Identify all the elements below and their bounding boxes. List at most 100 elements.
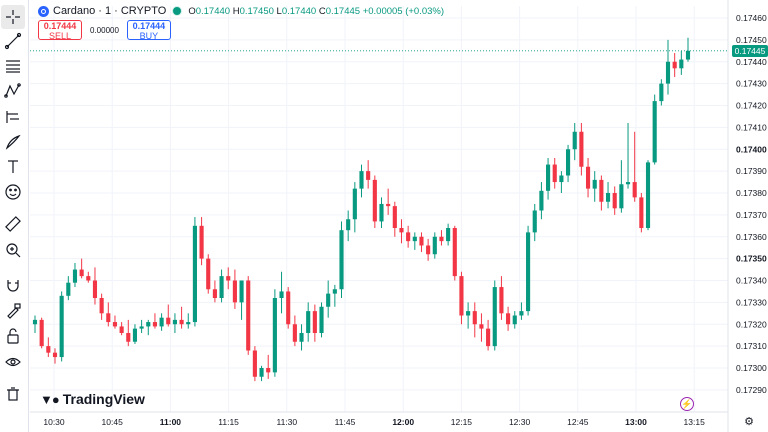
candle: [512, 311, 517, 329]
candle: [665, 39, 671, 95]
candle: [572, 123, 577, 161]
candle: [319, 302, 324, 338]
candle: [159, 313, 164, 331]
candle-body: [565, 149, 571, 176]
candle: [212, 280, 217, 303]
fib-icon[interactable]: [2, 55, 24, 77]
candle: [559, 171, 564, 193]
price-tick-label: 0.17420: [736, 101, 767, 111]
candle-body: [139, 326, 144, 329]
price-tick-label: 0.17460: [736, 13, 767, 23]
zoom-icon[interactable]: [2, 239, 24, 261]
time-tick-label: 10:30: [43, 417, 65, 427]
chart-grid: [30, 6, 728, 412]
candle: [312, 304, 317, 342]
emoji-icon[interactable]: [2, 181, 24, 203]
candle: [119, 322, 124, 336]
time-axis[interactable]: 10:30 10:45 11:00 11:15 11:30 11:45 12:00 12:15…: [30, 411, 728, 427]
settings-gear-icon[interactable]: ⚙: [744, 416, 754, 428]
candle-body: [79, 269, 84, 277]
candle: [506, 306, 511, 331]
price-tick-label: 0.17290: [736, 385, 767, 395]
forecast-icon[interactable]: [2, 106, 24, 128]
candle-body: [512, 315, 517, 325]
ruler-icon[interactable]: [2, 213, 24, 235]
candle-body: [266, 368, 271, 373]
brush-icon[interactable]: [2, 131, 24, 153]
candle: [386, 188, 391, 215]
candle: [532, 203, 537, 242]
time-tick-label: 12:45: [567, 417, 589, 427]
symbol-name[interactable]: Cardano · 1 · CRYPTO: [53, 5, 167, 17]
candle-body: [466, 311, 471, 316]
candle-body: [685, 50, 691, 60]
magnet-icon[interactable]: [2, 274, 24, 296]
candle-body: [219, 276, 224, 298]
candle: [86, 271, 91, 283]
crosshair-icon[interactable]: [1, 5, 25, 29]
candle-body: [66, 282, 71, 296]
candle-body: [346, 219, 351, 231]
tradingview-logo[interactable]: ▼● TradingView: [40, 391, 145, 407]
time-tick-label: 12:15: [451, 417, 473, 427]
candle: [466, 302, 471, 329]
candle: [452, 225, 457, 281]
symbol-header: Cardano · 1 · CRYPTO O0.17440 H0.17450 L…: [38, 4, 444, 18]
drawing-toolbar: [0, 0, 29, 432]
candle-body: [152, 322, 158, 327]
time-tick-label: 12:00: [392, 417, 414, 427]
lightning-icon[interactable]: ⚡: [680, 397, 694, 411]
pattern-icon[interactable]: [2, 80, 24, 102]
candle: [246, 276, 251, 355]
candle: [519, 302, 524, 320]
price-tick-label: 0.17310: [736, 341, 767, 351]
price-tick-label: 0.17300: [736, 363, 767, 373]
candle-body: [412, 236, 417, 242]
candle-body: [239, 280, 244, 303]
candle-body: [72, 269, 78, 283]
cardano-icon: [38, 5, 49, 17]
candle: [645, 160, 651, 231]
market-status-icon[interactable]: [172, 6, 183, 16]
lock-icon[interactable]: [2, 325, 24, 347]
candle: [39, 317, 44, 349]
candle-body: [672, 61, 677, 69]
candle: [546, 158, 551, 200]
candle: [66, 276, 71, 301]
candle: [625, 123, 631, 189]
candle-body: [192, 225, 197, 323]
candle: [579, 123, 584, 176]
candle-body: [339, 230, 344, 290]
price-axis[interactable]: 0.17460 0.17450 0.17440 0.17430 0.17420 0.174…: [727, 0, 767, 432]
price-tick-label: 0.17320: [736, 319, 767, 329]
candle: [346, 210, 351, 242]
candle-body: [52, 352, 58, 358]
candle: [299, 324, 304, 351]
sell-button[interactable]: 0.17444 SELL: [38, 20, 82, 40]
candle: [565, 144, 571, 183]
candle-body: [246, 280, 251, 351]
candle: [659, 79, 664, 106]
trash-icon[interactable]: [2, 383, 24, 405]
trend-line-icon[interactable]: [2, 30, 24, 52]
text-icon[interactable]: [2, 156, 24, 178]
candle-body: [632, 182, 637, 198]
eye-icon[interactable]: [2, 351, 24, 373]
candle: [139, 319, 144, 333]
candle-body: [366, 171, 371, 180]
spread-value: 0.00000: [90, 25, 119, 35]
candle: [146, 319, 151, 336]
candle: [79, 258, 84, 279]
candle: [372, 175, 377, 228]
candle-body: [679, 59, 684, 69]
time-tick-label: 11:45: [335, 417, 356, 427]
time-tick-label: 10:45: [102, 417, 124, 427]
candle: [446, 223, 451, 246]
candle: [152, 313, 158, 329]
buy-button[interactable]: 0.17444 BUY: [126, 20, 171, 40]
candle: [612, 186, 617, 215]
lock-draw-icon[interactable]: [2, 300, 24, 322]
candle-body: [645, 162, 651, 228]
candle-body: [146, 322, 151, 327]
